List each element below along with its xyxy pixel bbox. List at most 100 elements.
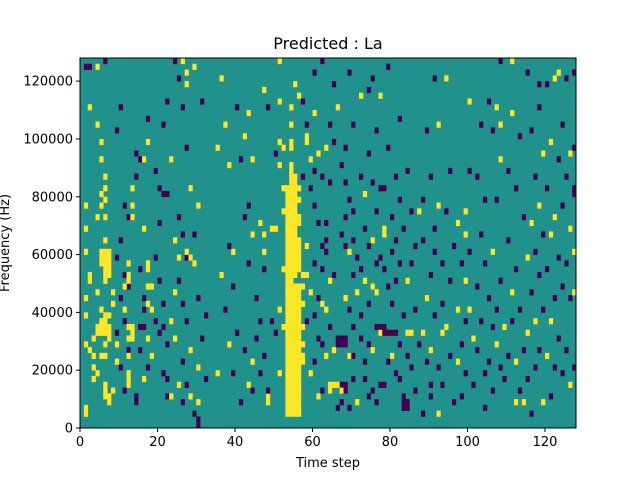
heatmap-cell <box>293 196 298 203</box>
heatmap-cell <box>366 243 371 250</box>
heatmap-cell <box>374 260 379 267</box>
heatmap-cell <box>204 375 209 383</box>
heatmap-cell <box>436 410 441 417</box>
heatmap-cell <box>324 248 329 255</box>
heatmap-cell <box>297 410 302 417</box>
heatmap-cell <box>293 231 298 238</box>
heatmap-cell <box>498 58 503 65</box>
x-axis-label: Time step <box>295 456 360 471</box>
heatmap-cell <box>99 318 104 325</box>
heatmap-cell <box>153 254 158 261</box>
heatmap-cell <box>432 248 437 255</box>
heatmap-cell <box>285 208 290 215</box>
heatmap-cell <box>277 58 282 65</box>
heatmap-cell <box>145 115 151 122</box>
heatmap-cell <box>87 347 92 354</box>
heatmap-cell <box>103 312 108 319</box>
heatmap-cell <box>285 335 290 342</box>
heatmap-cell <box>192 63 197 70</box>
heatmap-cell <box>413 243 418 250</box>
heatmap-cell <box>126 370 131 377</box>
heatmap-cell <box>289 214 294 221</box>
heatmap-cell <box>250 156 255 163</box>
heatmap-cell <box>417 341 422 348</box>
heatmap-cell <box>165 98 170 105</box>
heatmap-cell <box>184 248 189 255</box>
heatmap-cell <box>145 364 151 371</box>
heatmap-cell <box>107 266 112 273</box>
heatmap-cell <box>126 375 131 383</box>
heatmap-cell <box>312 69 317 76</box>
heatmap-cell <box>366 341 371 348</box>
heatmap-cell <box>424 127 430 134</box>
heatmap-cell <box>180 104 185 111</box>
x-tick-label: 20 <box>149 435 166 450</box>
heatmap-cell <box>452 243 457 250</box>
heatmap-cell <box>297 266 302 273</box>
heatmap-cell <box>285 399 290 406</box>
heatmap-cell <box>122 271 127 279</box>
heatmap-cell <box>393 370 399 377</box>
heatmap-cell <box>312 167 317 174</box>
heatmap-cell <box>297 393 302 400</box>
heatmap-cell <box>188 347 193 354</box>
heatmap-cell <box>107 393 112 400</box>
heatmap-cell <box>521 347 526 354</box>
heatmap-cell <box>297 370 302 377</box>
heatmap-cell <box>103 173 108 180</box>
heatmap-cell <box>397 341 402 348</box>
heatmap-cell <box>289 399 294 406</box>
heatmap-cell <box>331 271 337 279</box>
heatmap-cell <box>99 323 104 331</box>
heatmap-cell <box>277 162 282 169</box>
heatmap-cell <box>297 399 302 406</box>
heatmap-cell <box>173 58 178 65</box>
heatmap-cell <box>122 202 127 209</box>
heatmap-cell <box>235 104 240 111</box>
heatmap-cell <box>572 190 577 198</box>
heatmap-cell <box>184 254 189 261</box>
heatmap-cell <box>285 312 290 319</box>
heatmap-cell <box>285 185 290 192</box>
heatmap-cell <box>297 352 302 359</box>
heatmap-cell <box>308 289 313 296</box>
heatmap-cell <box>463 231 468 238</box>
heatmap-cell <box>490 248 495 255</box>
heatmap-cell <box>285 271 290 279</box>
y-tick-label: 60000 <box>32 248 73 263</box>
heatmap-cell <box>455 306 461 313</box>
heatmap-cell <box>312 202 317 209</box>
heatmap-cell <box>145 300 151 307</box>
heatmap-cell <box>196 295 201 302</box>
heatmap-cell <box>494 104 499 111</box>
heatmap-cell <box>289 202 294 209</box>
heatmap-cell <box>448 277 453 284</box>
y-tick-label: 20000 <box>32 364 73 379</box>
heatmap-cell <box>95 329 100 336</box>
heatmap-cell <box>366 393 371 400</box>
heatmap-cell <box>328 323 333 331</box>
heatmap-cell <box>227 341 232 348</box>
heatmap-cell <box>455 358 461 365</box>
heatmap-cell <box>335 341 340 348</box>
heatmap-cell <box>95 63 100 70</box>
heatmap-cell <box>196 364 201 371</box>
x-tick-label: 80 <box>382 435 399 450</box>
heatmap-cell <box>289 312 294 319</box>
heatmap-cell <box>568 150 573 157</box>
heatmap-cell <box>413 306 418 313</box>
heatmap-cell <box>196 422 201 429</box>
heatmap-cell <box>432 75 437 82</box>
heatmap-cell <box>293 214 298 221</box>
heatmap-cell <box>463 370 468 377</box>
heatmap-cell <box>386 283 391 290</box>
heatmap-cell <box>347 196 352 203</box>
heatmap-cell <box>289 318 294 325</box>
x-tick-label: 40 <box>227 435 244 450</box>
heatmap-cell <box>269 225 275 232</box>
heatmap-cell <box>514 185 519 192</box>
heatmap-cell <box>401 312 406 319</box>
heatmap-cell <box>281 323 286 331</box>
heatmap-cell <box>99 254 104 261</box>
heatmap-cell <box>436 121 441 128</box>
